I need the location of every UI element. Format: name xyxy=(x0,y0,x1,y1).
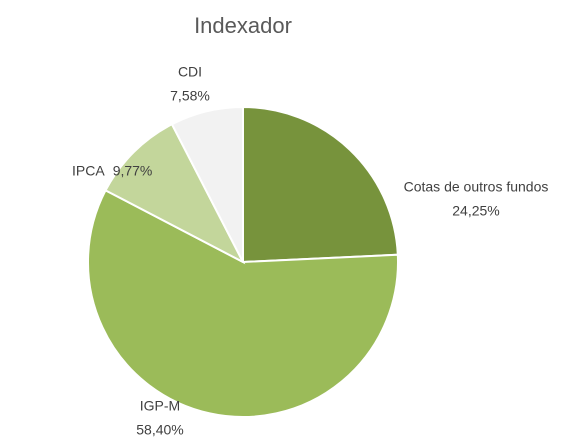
pie-slice xyxy=(104,122,246,265)
chart-title: Indexador xyxy=(194,13,292,38)
slice-label: IGP-M xyxy=(140,398,180,414)
pie-slice xyxy=(242,105,399,264)
slice-value-label: 58,40% xyxy=(136,422,183,438)
slice-value-label: 24,25% xyxy=(452,203,499,219)
slice-label: Cotas de outros fundos xyxy=(404,179,549,195)
slice-value-label: 9,77% xyxy=(113,163,153,179)
pie-slice xyxy=(170,105,244,263)
slice-value-label: 7,58% xyxy=(170,88,210,104)
slice-label: CDI xyxy=(178,64,202,80)
pie-slice xyxy=(87,188,399,418)
slice-label: IPCA xyxy=(72,163,105,179)
